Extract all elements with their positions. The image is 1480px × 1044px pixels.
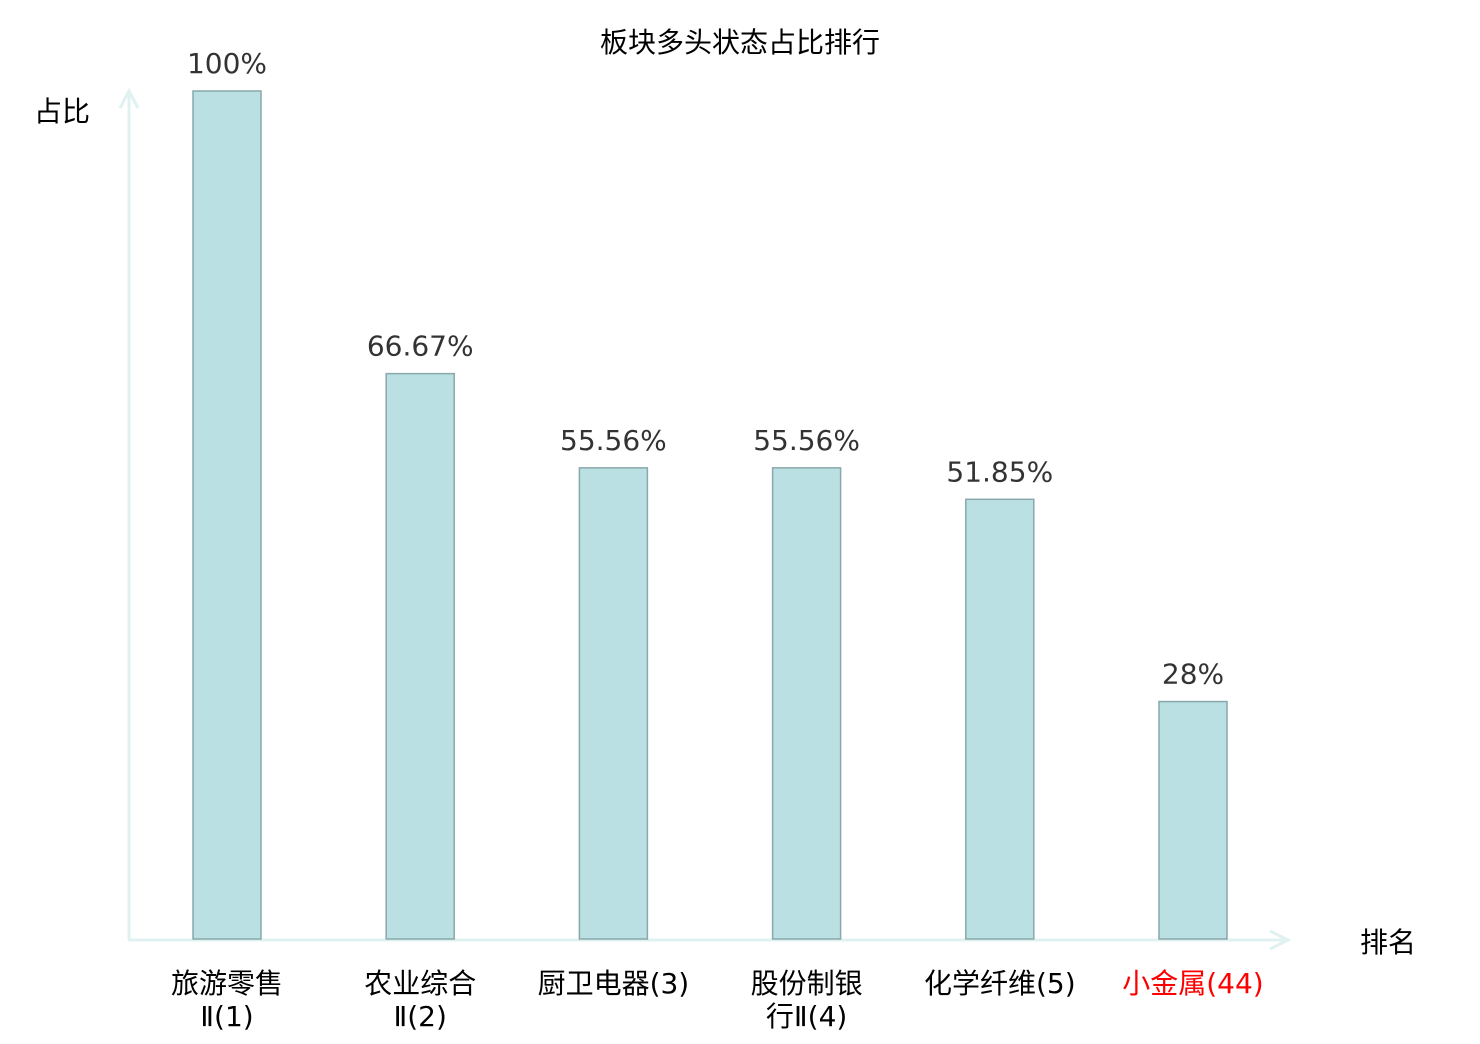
bar (192, 90, 262, 940)
x-axis-label: 排名 (1360, 926, 1416, 959)
x-tick-label: 行Ⅱ(4) (766, 1000, 847, 1033)
bar (771, 467, 842, 940)
y-axis-label: 占比 (34, 95, 90, 128)
bar-value-label: 51.85% (946, 455, 1053, 488)
y-axis-arrow-icon (118, 87, 140, 109)
bar-value-label: 55.56% (560, 424, 667, 457)
x-tick-label: Ⅱ(2) (393, 1000, 446, 1033)
bar (385, 372, 455, 940)
chart-title: 板块多头状态占比排行 (600, 26, 880, 59)
bar (1158, 700, 1228, 940)
x-axis-arrow-icon (1269, 929, 1292, 951)
bar-value-label: 28% (1162, 658, 1224, 691)
bar (965, 498, 1035, 940)
x-tick-label: 小金属(44) (1122, 967, 1263, 1000)
x-tick-label: Ⅱ(1) (200, 1000, 253, 1033)
bar (578, 467, 649, 940)
x-tick-label: 股份制银 (751, 967, 863, 1000)
x-tick-label: 厨卫电器(3) (538, 967, 690, 1000)
x-tick-label: 农业综合 (364, 967, 476, 1000)
bar-value-label: 100% (187, 47, 267, 80)
bar-value-label: 66.67% (367, 330, 474, 363)
x-tick-label: 旅游零售 (171, 967, 283, 1000)
axes (118, 87, 1292, 951)
bar-value-label: 55.56% (753, 424, 860, 457)
x-tick-label: 化学纤维(5) (924, 967, 1076, 1000)
